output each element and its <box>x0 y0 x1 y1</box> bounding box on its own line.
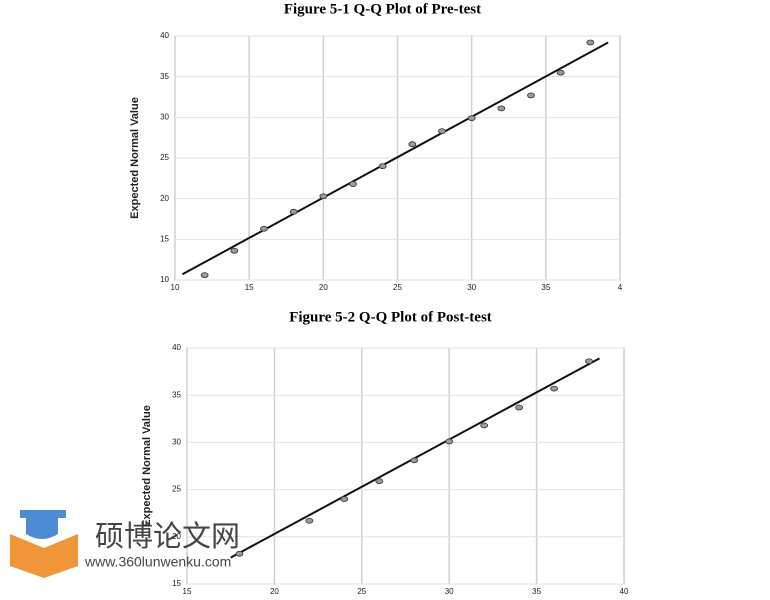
point <box>438 128 446 135</box>
x-tick-label: 10 <box>171 283 180 292</box>
watermark-name: 硕博论文网 <box>95 519 240 553</box>
y-tick-label: 30 <box>160 112 169 121</box>
chart-title: Figure 5-2 Q-Q Plot of Post-test <box>289 309 492 325</box>
point <box>319 193 328 200</box>
point <box>550 385 558 392</box>
point <box>586 39 595 46</box>
watermark-cap-top <box>20 510 66 518</box>
watermark-url: www.360lunwenku.com <box>84 554 231 570</box>
y-tick-label: 35 <box>172 390 181 399</box>
x-tick-label: 35 <box>532 587 541 596</box>
y-tick-label: 30 <box>172 438 181 447</box>
x-tick-label: 20 <box>270 587 279 596</box>
fit-line <box>181 41 609 276</box>
point <box>200 272 209 279</box>
point <box>527 92 535 99</box>
point <box>235 550 244 557</box>
x-tick-label: 15 <box>245 283 254 292</box>
y-tick-label: 40 <box>172 343 181 352</box>
x-tick-label: 4 <box>618 283 623 292</box>
point <box>467 115 476 122</box>
point <box>480 422 489 429</box>
y-tick-label: 35 <box>160 72 169 81</box>
charts: Figure 5-1 Q-Q Plot of Pre-test 10 15 20 25 3… <box>129 1 629 596</box>
y-axis-label: Expected Normal Value <box>129 97 141 219</box>
x-tick-label: 40 <box>620 587 629 596</box>
y-tick-label: 25 <box>160 153 169 162</box>
point <box>230 247 239 254</box>
point <box>410 457 419 464</box>
point <box>349 181 357 187</box>
point <box>260 225 268 232</box>
point <box>556 69 565 76</box>
point <box>378 163 387 170</box>
y-tick-label: 20 <box>172 532 181 541</box>
watermark-cap <box>26 518 58 539</box>
watermark-book <box>10 534 78 578</box>
y-tick-label: 25 <box>172 485 181 494</box>
watermark: 硕博论文网 www.360lunwenku.com <box>10 510 240 578</box>
point <box>585 358 593 365</box>
plot-area <box>186 347 625 585</box>
x-tick-label: 25 <box>357 587 366 596</box>
x-tick-label: 30 <box>445 587 454 596</box>
x-tick-label: 20 <box>319 283 328 292</box>
y-tick-label: 40 <box>160 31 169 40</box>
x-tick-label: 35 <box>541 283 550 292</box>
y-axis-label: Expected Normal Value <box>141 405 153 527</box>
x-tick-label: 25 <box>393 283 402 292</box>
point <box>375 478 384 485</box>
point <box>305 517 314 524</box>
point <box>340 496 349 502</box>
point <box>515 404 524 411</box>
y-tick-label: 15 <box>160 234 169 243</box>
y-tick-label: 15 <box>172 579 181 588</box>
chart-title: Figure 5-1 Q-Q Plot of Pre-test <box>284 1 481 17</box>
point <box>408 141 417 148</box>
y-tick-label: 20 <box>160 194 169 203</box>
point <box>445 438 454 445</box>
point <box>497 105 506 112</box>
x-tick-label: 30 <box>467 283 476 292</box>
y-tick-label: 10 <box>160 275 169 284</box>
point <box>289 208 298 215</box>
x-tick-label: 15 <box>183 587 192 596</box>
